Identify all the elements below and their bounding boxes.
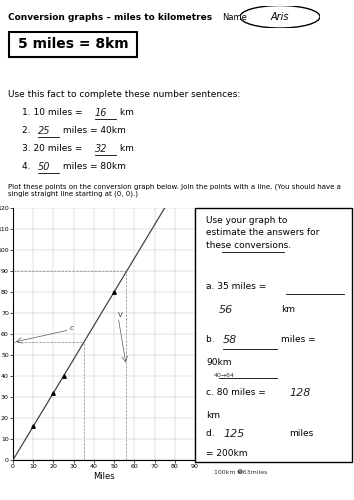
Text: 128: 128 <box>289 388 310 398</box>
Text: 3. 20 miles =: 3. 20 miles = <box>22 144 85 153</box>
Text: miles =: miles = <box>281 335 316 344</box>
Text: 58: 58 <box>223 335 238 345</box>
Text: 16: 16 <box>95 108 107 118</box>
Text: 90km: 90km <box>206 358 232 367</box>
Text: 5 miles = 8km: 5 miles = 8km <box>18 38 128 52</box>
Text: 50: 50 <box>38 162 50 172</box>
Text: 2.: 2. <box>22 126 33 135</box>
Text: km: km <box>117 108 134 117</box>
Text: c. 80 miles =: c. 80 miles = <box>206 388 269 398</box>
X-axis label: Miles: Miles <box>93 472 115 481</box>
Text: km: km <box>281 304 295 314</box>
Text: Plot these points on the conversion graph below. Join the points with a line. (Y: Plot these points on the conversion grap… <box>8 183 341 197</box>
Text: 25: 25 <box>38 126 50 136</box>
Text: Name: Name <box>222 13 247 22</box>
Text: 100km ➒63miles: 100km ➒63miles <box>214 470 267 474</box>
Text: V: V <box>118 312 123 318</box>
Text: Use this fact to complete these number sentences:: Use this fact to complete these number s… <box>8 90 240 99</box>
Text: 32: 32 <box>95 144 107 154</box>
Text: = 200km: = 200km <box>206 450 247 458</box>
FancyBboxPatch shape <box>195 208 352 462</box>
Text: 4.: 4. <box>22 162 33 171</box>
Text: c: c <box>70 325 74 331</box>
FancyBboxPatch shape <box>9 32 137 56</box>
Text: 1. 10 miles =: 1. 10 miles = <box>22 108 85 117</box>
Text: miles = 40km: miles = 40km <box>59 126 125 135</box>
Text: miles = 80km: miles = 80km <box>59 162 125 171</box>
Text: 56: 56 <box>218 304 233 314</box>
Text: b.: b. <box>206 335 217 344</box>
Text: km: km <box>206 411 220 420</box>
Text: Aris: Aris <box>271 12 289 22</box>
Text: 40→64: 40→64 <box>214 373 235 378</box>
Text: Conversion graphs – miles to kilometres: Conversion graphs – miles to kilometres <box>8 13 212 22</box>
Text: Use your graph to
estimate the answers for
these conversions.: Use your graph to estimate the answers f… <box>206 216 319 250</box>
Text: a. 35 miles =: a. 35 miles = <box>206 282 266 290</box>
Text: 125: 125 <box>223 429 245 439</box>
Text: d.: d. <box>206 429 217 438</box>
Text: km: km <box>117 144 134 153</box>
Text: miles: miles <box>289 429 313 438</box>
